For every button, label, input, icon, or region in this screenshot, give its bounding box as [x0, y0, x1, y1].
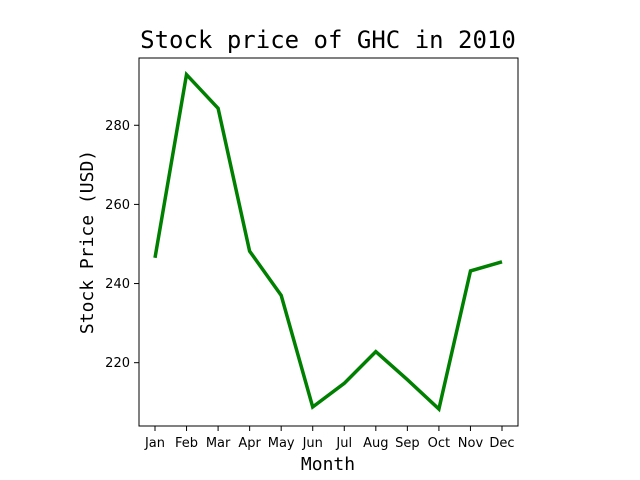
plot-frame: [138, 57, 519, 427]
x-tick-label: Jul: [335, 436, 352, 451]
x-tick-label: Jun: [302, 436, 323, 451]
x-tick-label: Jan: [144, 436, 165, 451]
y-tick-label: 220: [105, 356, 130, 371]
x-tick-label: Dec: [489, 436, 514, 451]
y-tick-label: 260: [105, 198, 130, 213]
y-tick-label: 280: [105, 119, 130, 134]
y-tick-label: 240: [105, 277, 130, 292]
x-axis-label: Month: [301, 454, 355, 475]
y-axis-label: Stock Price (USD): [77, 150, 98, 334]
x-tick-label: May: [268, 436, 295, 451]
series-line: [153, 70, 503, 413]
x-tick-label: Sep: [395, 436, 420, 451]
x-tick-label: Feb: [175, 436, 198, 451]
x-tick-label: Oct: [428, 436, 450, 451]
plot-area: Jan Feb Mar Apr May Jun Jul Aug Sep Oct Nov Dec 220 2…: [105, 57, 519, 451]
x-tick-label: Mar: [206, 436, 231, 451]
x-tick-label: Nov: [458, 436, 484, 451]
x-tick-label: Aug: [363, 436, 388, 451]
chart-title: Stock price of GHC in 2010: [140, 26, 516, 54]
x-tick-label: Apr: [238, 436, 261, 451]
